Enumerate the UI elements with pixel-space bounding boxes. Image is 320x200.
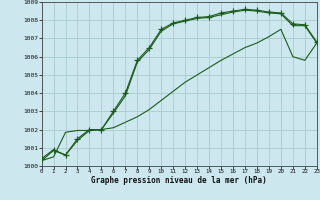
X-axis label: Graphe pression niveau de la mer (hPa): Graphe pression niveau de la mer (hPa): [91, 176, 267, 185]
